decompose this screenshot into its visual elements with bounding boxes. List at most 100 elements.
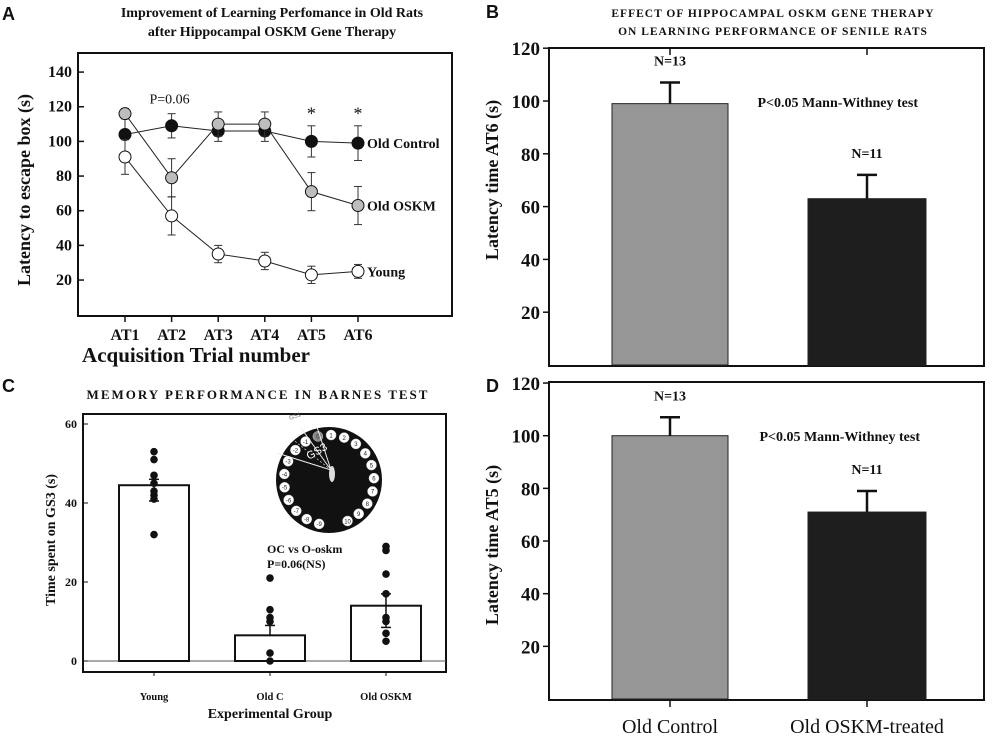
maze-hole-label: -1 [303,440,309,446]
data-point [118,107,132,121]
maze-hole-label: 2 [342,436,346,442]
maze-hole-label: -3 [285,460,291,466]
chart-d: 20 40 60 80 100 120 N=13 Old Control N=11 Old OSK… [512,374,985,738]
series-old-control: Old Control [118,113,440,161]
panel-letter-b: B [486,2,499,22]
maze-hole-label: -2 [293,448,299,454]
series-line [124,125,359,144]
data-point [118,127,132,141]
annotation: * [307,104,316,124]
chart-a-title-line2: after Hippocampal OSKM Gene Therapy [148,25,396,40]
x-tick-label: AT4 [250,327,279,344]
data-point [118,150,132,164]
chart-b-annotation: P<0.05 Mann-Withney test [757,96,918,111]
panel-letter-d: D [486,376,499,396]
bar [234,634,306,663]
bar-n-label: N=11 [851,463,882,478]
series-label: Old OSKM [367,200,436,215]
maze-hole [301,513,312,525]
y-tick-label: 120 [48,99,72,116]
y-tick-label: 100 [512,427,541,448]
y-tick-label: 0 [71,654,77,668]
chart-c-ylabel: Time spent on GS3 (s) [44,474,59,606]
maze-hole [353,508,364,520]
y-tick-label: 20 [521,637,540,658]
x-tick-label: Old C [256,692,283,703]
gs3-boundary [276,452,332,471]
series-line [124,156,359,276]
data-point [150,495,158,503]
y-tick-label: 60 [56,203,72,220]
maze-hole [368,472,380,484]
data-point [266,649,274,657]
y-tick-label: 80 [521,145,540,166]
data-point [165,171,179,185]
data-point [266,574,274,582]
series-old-oskm: Old OSKM [118,107,436,226]
y-tick-label: 20 [65,575,77,589]
bar-n-label: N=11 [851,147,882,162]
maze-hole [279,482,290,493]
maze-hole [338,432,350,443]
chart-c-title: MEMORY PERFORMANCE IN BARNES TEST [87,387,430,402]
data-point [382,637,390,646]
data-point [382,617,390,626]
maze-hole [313,518,325,530]
maze-hole-label: -7 [294,509,300,515]
data-point [150,479,158,488]
maze-hole [362,498,373,509]
y-tick-label: 20 [521,303,540,324]
y-tick-label: 80 [56,168,72,185]
data-point [258,117,272,131]
data-point [351,199,365,213]
bar [807,511,927,700]
gs1-boundary [290,437,332,471]
rat-icon [329,466,335,482]
panel-letter-c: C [2,376,15,396]
data-point [304,268,318,282]
bar [611,435,729,700]
maze-hole-label: 4 [364,452,368,458]
x-tick-label: Old OSKM-treated [790,716,944,738]
y-tick-label: 100 [512,92,541,113]
x-tick-label: AT3 [204,327,233,344]
x-tick-label: AT1 [110,327,139,344]
maze-hole [366,459,377,471]
maze-hole [290,444,301,456]
bar-n-label: N=13 [654,389,686,404]
y-tick-label: 120 [512,39,541,60]
x-tick-label: AT2 [157,327,186,344]
y-tick-label: 40 [65,496,77,510]
maze-hole [291,505,302,517]
data-point [382,590,390,598]
chart-b-ylabel: Latency time AT6 (s) [482,100,503,260]
data-point [150,447,158,456]
y-tick-label: 140 [48,64,72,81]
maze-hole [342,515,353,527]
chart-b: 20 40 60 80 100 120 N=13 N=11 [512,39,985,367]
maze-hole-label: 1 [329,433,333,439]
series-label: Old Control [367,137,440,152]
plot-frame [82,413,447,673]
y-tick-label: 100 [48,133,72,150]
chart-a-ylabel: Latency to escape box (s) [14,94,35,286]
x-tick-label: AT5 [297,327,326,344]
annotation: * [354,104,363,124]
series-young: Young [118,139,405,285]
chart-b-title-line1: EFFECT OF HIPPOCAMPAL OSKM GENE THERAPY [611,8,934,20]
maze-hole-label: -9 [316,522,322,528]
maze-hole-label: 3 [354,442,358,448]
data-point [304,134,318,148]
data-point [351,264,365,278]
data-point [150,471,158,480]
y-tick-label: 80 [521,479,540,500]
maze-hole-label: 10 [344,519,351,525]
maze-hole-label: 6 [372,476,376,482]
series-line [124,113,359,207]
data-point [150,530,158,539]
maze-hole-label: -8 [304,517,310,523]
data-point [266,657,274,665]
maze-platform [276,427,382,533]
